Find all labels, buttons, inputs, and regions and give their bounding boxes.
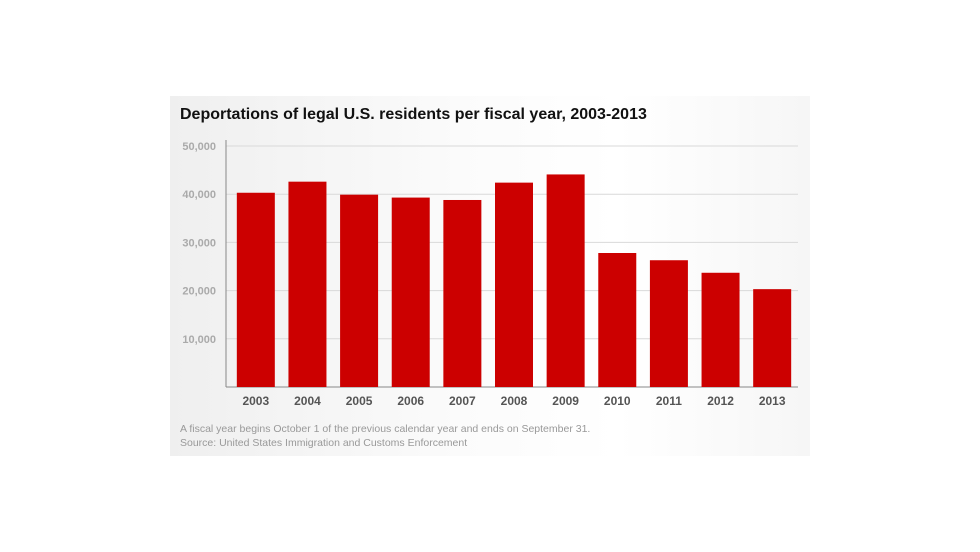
source-note: Source: United States Immigration and Cu…: [180, 437, 468, 449]
x-tick-label: 2005: [346, 394, 373, 408]
bar-2003: [236, 192, 275, 387]
bar-2004: [288, 181, 327, 387]
bar-2005: [340, 194, 379, 387]
y-tick-label: 40,000: [182, 189, 216, 201]
x-tick-label: 2003: [242, 394, 269, 408]
y-tick-label: 20,000: [182, 286, 216, 298]
x-tick-label: 2012: [707, 394, 734, 408]
x-tick-label: 2004: [294, 394, 321, 408]
bar-2009: [546, 174, 585, 387]
y-tick-label: 50,000: [182, 141, 216, 153]
x-tick-label: 2006: [397, 394, 424, 408]
chart-title: Deportations of legal U.S. residents per…: [180, 106, 647, 123]
x-tick-label: 2009: [552, 394, 579, 408]
y-tick-label: 30,000: [182, 237, 216, 249]
bar-2010: [598, 253, 637, 387]
bar-2013: [753, 289, 792, 387]
bar-2007: [443, 199, 482, 387]
y-tick-label: 10,000: [182, 334, 216, 346]
bar-2012: [701, 272, 740, 387]
x-tick-label: 2011: [656, 394, 682, 408]
x-tick-label: 2008: [501, 394, 528, 408]
bar-2008: [495, 182, 533, 387]
x-tick-label: 2013: [759, 394, 786, 408]
chart-card: Deportations of legal U.S. residents per…: [170, 96, 810, 456]
bar-2006: [391, 197, 430, 387]
bar-chart: 10,000 20,000 30,000 40,000 50,000 2003 2004 20…: [182, 140, 798, 408]
x-tick-label: 2010: [604, 394, 631, 408]
bar-2011: [649, 260, 688, 387]
x-tick-label: 2007: [449, 394, 476, 408]
fiscal-year-note: A fiscal year begins October 1 of the pr…: [180, 423, 591, 435]
